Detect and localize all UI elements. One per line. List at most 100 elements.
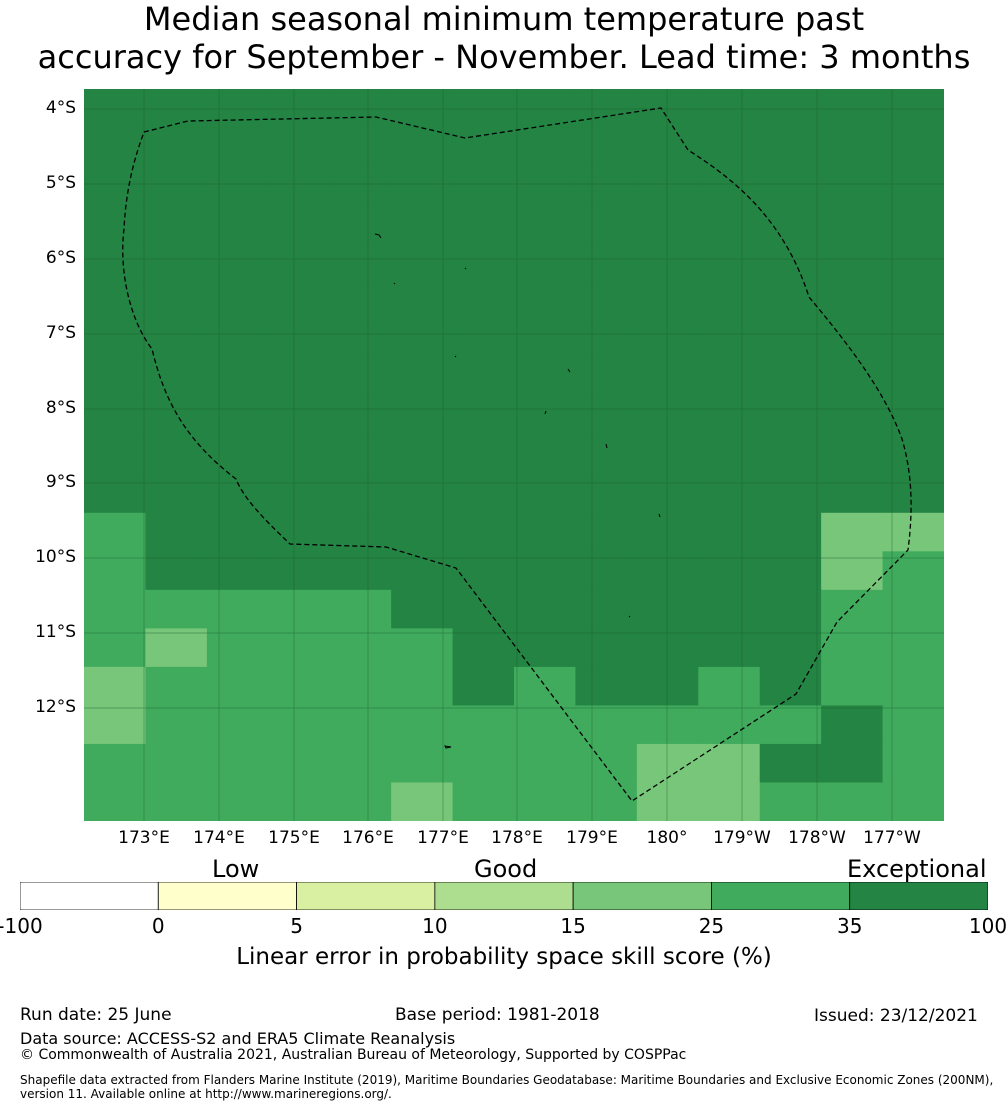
grid-cell: [575, 628, 638, 668]
grid-cell: [145, 628, 208, 668]
longitude-label: 174°E: [193, 828, 245, 848]
grid-cell: [206, 397, 269, 437]
grid-cell: [145, 435, 208, 475]
grid-cell: [452, 89, 515, 129]
skill-grid: [84, 89, 944, 821]
grid-cell: [575, 705, 638, 745]
longitude-label: 175°E: [268, 828, 320, 848]
grid-cell: [514, 666, 577, 707]
grid-cell: [759, 589, 822, 629]
grid-cell: [145, 127, 208, 167]
grid-cell: [84, 666, 147, 707]
grid-cell: [391, 705, 454, 745]
latitude-label: 11°S: [35, 622, 76, 642]
grid-cell: [698, 512, 761, 552]
grid-cell: [514, 782, 577, 821]
grid-cell: [821, 281, 884, 321]
grid-cell: [759, 551, 822, 591]
latitude-label: 7°S: [45, 323, 76, 343]
colorbar-segment: [711, 882, 851, 910]
grid-cell: [698, 320, 761, 360]
grid-cell: [145, 397, 208, 437]
grid-cell: [329, 358, 392, 398]
grid-cell: [391, 358, 454, 398]
colorbar-tick-label: 35: [836, 914, 863, 938]
grid-cell: [268, 204, 331, 244]
grid-cell: [575, 512, 638, 552]
grid-cell: [821, 358, 884, 398]
grid-cell: [821, 474, 884, 514]
grid-cell: [636, 397, 699, 437]
grid-cell: [882, 127, 944, 167]
grid-cell: [759, 743, 822, 784]
grid-cell: [391, 320, 454, 360]
grid-cell: [759, 474, 822, 514]
grid-cell: [145, 243, 208, 283]
grid-cell: [575, 435, 638, 475]
grid-cell: [145, 551, 208, 591]
grid-cell: [206, 243, 269, 283]
base-period: Base period: 1981-2018: [395, 1005, 600, 1025]
grid-cell: [514, 243, 577, 283]
latitude-label: 10°S: [35, 547, 76, 567]
grid-cell: [759, 397, 822, 437]
colorbar-segment: [20, 882, 159, 910]
grid-cell: [575, 782, 638, 821]
grid-cell: [329, 743, 392, 784]
grid-cell: [206, 320, 269, 360]
grid-cell: [452, 281, 515, 321]
grid-cell: [84, 743, 147, 784]
grid-cell: [329, 666, 392, 707]
grid-cell: [206, 204, 269, 244]
grid-cell: [821, 166, 884, 206]
grid-cell: [84, 474, 147, 514]
grid-cell: [514, 705, 577, 745]
latitude-label: 4°S: [45, 98, 76, 118]
grid-cell: [329, 243, 392, 283]
grid-cell: [514, 628, 577, 668]
run-date: Run date: 25 June: [20, 1005, 172, 1025]
grid-cell: [206, 705, 269, 745]
latitude-label: 9°S: [45, 472, 76, 492]
graticule: [84, 89, 944, 821]
grid-cell: [821, 512, 884, 552]
grid-cell: [84, 628, 147, 668]
grid-cell: [84, 281, 147, 321]
grid-cell: [452, 320, 515, 360]
grid-cell: [575, 320, 638, 360]
grid-cell: [84, 512, 147, 552]
grid-cell: [329, 397, 392, 437]
grid-cell: [636, 89, 699, 129]
island: [605, 443, 608, 449]
grid-cell: [575, 474, 638, 514]
issued-date: Issued: 23/12/2021: [814, 1006, 978, 1026]
grid-cell: [268, 127, 331, 167]
grid-cell: [514, 127, 577, 167]
grid-cell: [145, 89, 208, 129]
grid-cell: [514, 551, 577, 591]
grid-cell: [514, 358, 577, 398]
grid-cell: [84, 358, 147, 398]
colorbar-segment: [296, 882, 436, 910]
grid-cell: [391, 397, 454, 437]
longitude-label: 178°W: [788, 828, 846, 848]
island: [658, 513, 661, 518]
grid-cell: [821, 127, 884, 167]
island: [464, 267, 467, 270]
grid-cell: [575, 743, 638, 784]
grid-cell: [206, 474, 269, 514]
grid-cell: [636, 551, 699, 591]
island: [374, 233, 382, 239]
grid-cell: [268, 397, 331, 437]
grid-cell: [145, 743, 208, 784]
legend-category-exceptional: Exceptional: [847, 855, 987, 883]
grid-cell: [84, 320, 147, 360]
grid-cell: [206, 89, 269, 129]
island: [544, 410, 547, 415]
grid-cell: [206, 551, 269, 591]
skill-map: [84, 89, 944, 821]
grid-cell: [882, 782, 944, 821]
grid-cell: [636, 705, 699, 745]
grid-cell: [759, 512, 822, 552]
grid-cell: [821, 320, 884, 360]
